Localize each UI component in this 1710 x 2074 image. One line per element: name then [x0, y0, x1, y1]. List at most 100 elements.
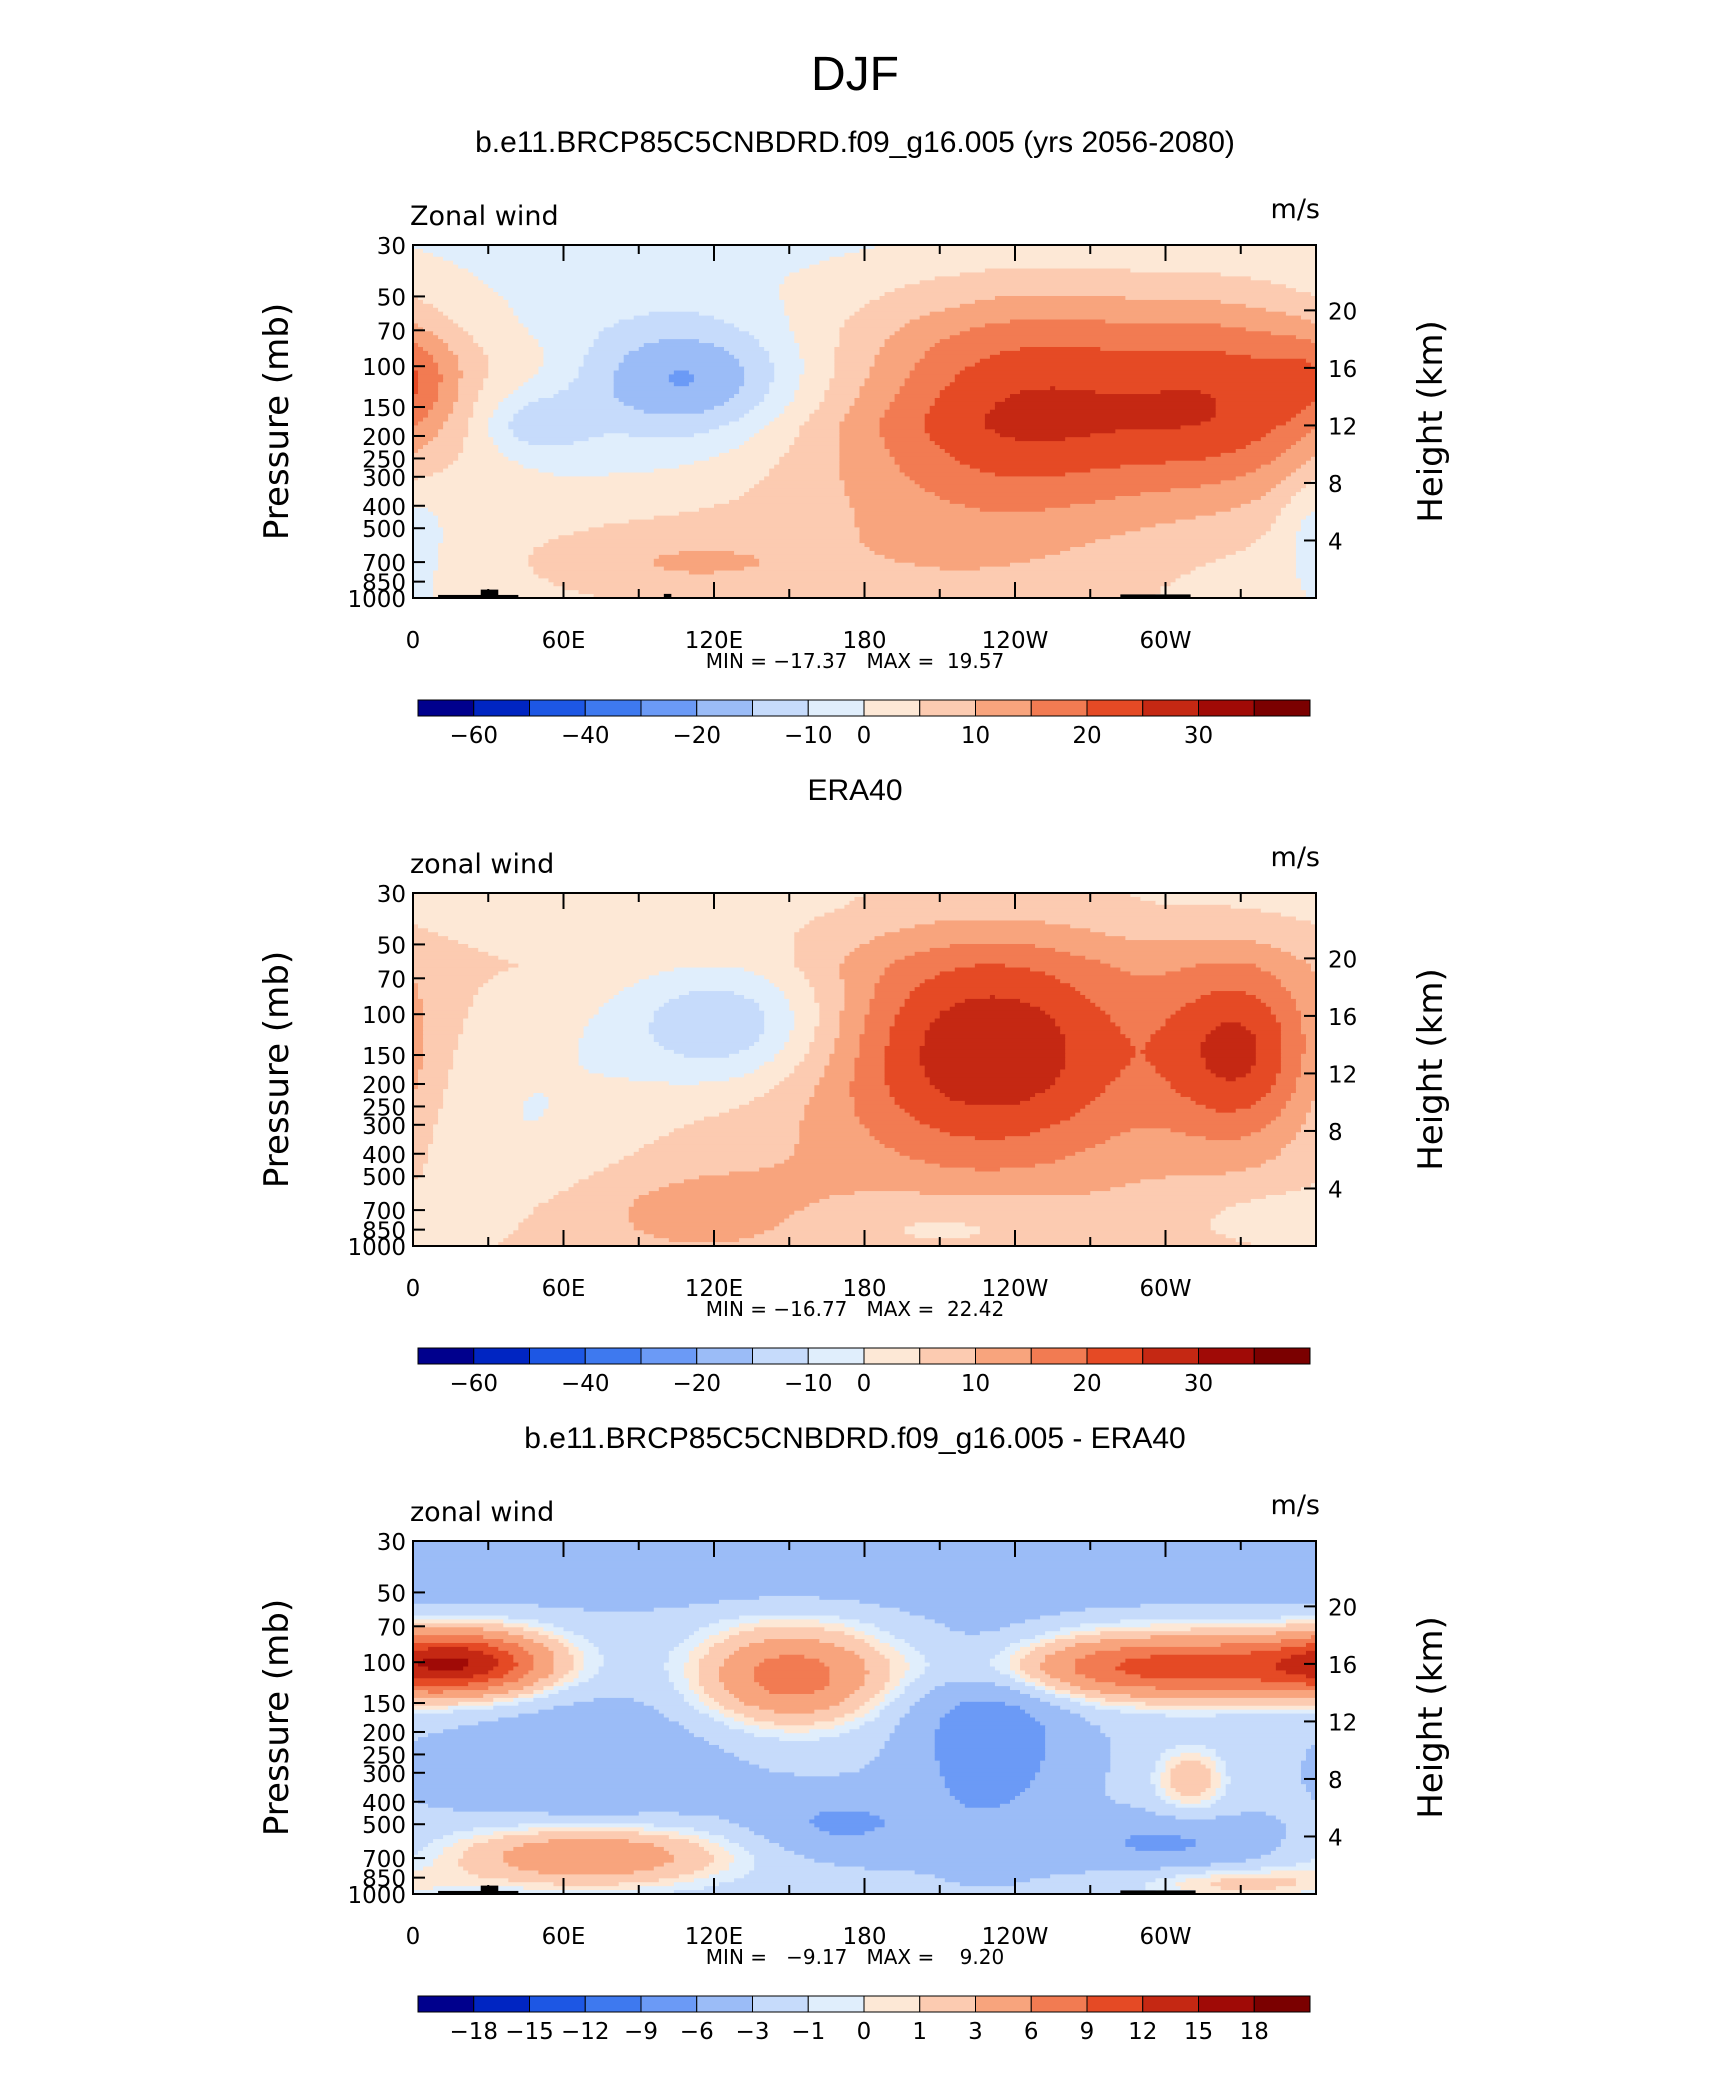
field-cell	[774, 1057, 805, 1063]
field-cell	[1300, 1780, 1316, 1785]
field-cell	[1120, 1026, 1162, 1031]
field-cell	[834, 1045, 861, 1051]
field-cell	[839, 421, 881, 427]
field-cell	[1305, 594, 1316, 598]
field-cell	[553, 1623, 710, 1628]
field-cell	[1200, 1799, 1217, 1805]
field-cell	[498, 445, 740, 450]
field-cell	[744, 441, 795, 446]
field-cell	[693, 1827, 750, 1832]
field-cell	[839, 425, 881, 430]
x-tick-label: 0	[406, 1924, 421, 1950]
field-cell	[819, 1595, 1316, 1601]
field-cell	[864, 1014, 896, 1020]
field-cell	[423, 1061, 454, 1067]
field-cell	[653, 515, 856, 521]
topography	[1120, 594, 1191, 598]
field-cell	[413, 904, 846, 910]
field-cell	[794, 437, 841, 442]
field-cell	[1300, 586, 1316, 591]
field-cell	[869, 1760, 941, 1766]
field-cell	[483, 1627, 524, 1632]
field-cell	[538, 366, 580, 372]
field-cell	[1205, 1061, 1257, 1067]
field-cell	[809, 920, 936, 925]
field-cell	[899, 464, 971, 470]
field-cell	[904, 378, 956, 383]
field-cell	[1235, 476, 1287, 481]
field-cell	[1165, 971, 1272, 976]
y-tick-label: 100	[362, 355, 406, 381]
field-cell	[939, 566, 981, 572]
field-cell	[1055, 1081, 1111, 1086]
field-cell	[1265, 1159, 1316, 1165]
field-cell	[413, 1116, 439, 1122]
field-cell	[884, 1744, 936, 1750]
field-cell	[438, 433, 469, 438]
field-cell	[613, 994, 680, 1000]
field-cell	[423, 1010, 469, 1016]
field-cell	[1055, 1650, 1096, 1656]
field-cell	[934, 1741, 1046, 1746]
field-cell	[804, 1116, 861, 1122]
x-tick-label: 180	[843, 1924, 887, 1950]
field-cell	[558, 1191, 650, 1196]
field-cell	[413, 382, 419, 387]
field-cell	[483, 1635, 524, 1640]
field-cell	[1205, 1034, 1257, 1039]
field-cell	[1200, 390, 1316, 395]
field-cell	[668, 378, 695, 383]
field-cell	[1015, 1650, 1031, 1656]
field-cell	[523, 323, 615, 328]
field-cell	[1220, 299, 1316, 305]
field-cell	[683, 1693, 700, 1699]
field-cell	[759, 1034, 790, 1039]
field-cell	[804, 971, 841, 976]
field-cell	[438, 562, 529, 568]
colorbar-swatch	[473, 1347, 530, 1365]
field-cell	[904, 1690, 931, 1695]
field-cell	[458, 397, 479, 403]
field-cell	[1200, 1045, 1257, 1051]
field-cell	[1250, 276, 1316, 281]
field-cell	[1009, 1799, 1116, 1805]
field-cell	[1075, 1666, 1116, 1672]
field-cell	[438, 515, 655, 521]
field-cell	[478, 276, 785, 281]
field-cell	[1040, 1768, 1111, 1774]
field-cell	[508, 1650, 529, 1656]
field-cell	[668, 1850, 710, 1856]
field-cell	[1045, 1690, 1056, 1695]
field-cell	[1295, 288, 1316, 293]
field-cell	[1195, 515, 1277, 521]
field-cell	[413, 1560, 1316, 1566]
field-cell	[1050, 1014, 1111, 1020]
field-cell	[729, 1725, 760, 1730]
field-cell	[929, 1022, 1056, 1027]
y-tick-label: 400	[362, 1143, 406, 1169]
field-cell	[413, 256, 444, 262]
field-cell	[904, 1108, 1081, 1114]
field-cell	[423, 1866, 464, 1872]
field-cell	[1045, 1089, 1106, 1094]
field-cell	[623, 354, 735, 360]
field-cell	[588, 527, 861, 532]
field-cell	[719, 1678, 755, 1683]
field-cell	[799, 429, 841, 434]
field-cell	[678, 1642, 700, 1648]
field-cell	[413, 1619, 504, 1624]
field-cell	[824, 397, 856, 403]
units-label: m/s	[1271, 1490, 1320, 1521]
field-cell	[894, 1014, 941, 1020]
colorbar-swatch	[975, 1995, 1032, 2013]
field-cell	[789, 272, 961, 277]
field-cell	[483, 1693, 519, 1699]
field-cell	[568, 1686, 675, 1691]
field-cell	[899, 1717, 941, 1723]
field-cell	[1210, 1226, 1316, 1231]
field-cell	[1260, 437, 1302, 442]
field-cell	[533, 1210, 630, 1216]
field-cell	[779, 288, 896, 293]
field-cell	[1255, 1045, 1282, 1051]
field-cell	[708, 1635, 730, 1640]
